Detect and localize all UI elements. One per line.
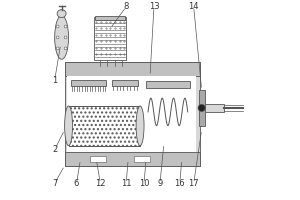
Bar [134,156,150,162]
Circle shape [64,47,67,50]
Bar [64,62,200,166]
Text: 9: 9 [157,179,163,188]
Bar [95,16,125,20]
Bar [67,76,196,152]
Text: 11: 11 [121,179,131,188]
Circle shape [56,36,59,39]
Bar [69,106,140,146]
Circle shape [198,104,205,112]
Circle shape [64,36,67,39]
Bar [199,90,205,126]
Bar [205,104,224,112]
Circle shape [64,25,67,28]
Text: 8: 8 [124,2,129,11]
Text: 10: 10 [139,179,149,188]
Text: 6: 6 [74,179,79,188]
Ellipse shape [57,10,66,18]
Bar [146,81,190,88]
Circle shape [56,47,59,50]
Ellipse shape [64,106,73,146]
Bar [112,80,138,86]
Text: 14: 14 [188,2,199,11]
Ellipse shape [136,106,144,146]
Bar [94,17,126,60]
Circle shape [56,25,59,28]
Text: 17: 17 [188,179,199,188]
Text: 2: 2 [52,145,57,154]
Text: 12: 12 [95,179,106,188]
Text: 16: 16 [175,179,185,188]
Bar [70,80,106,86]
Text: 13: 13 [149,2,159,11]
Bar [64,152,200,166]
Text: 7: 7 [52,179,57,188]
Text: 1: 1 [52,76,57,85]
Bar [64,62,200,76]
Ellipse shape [55,16,69,59]
Bar [90,156,106,162]
